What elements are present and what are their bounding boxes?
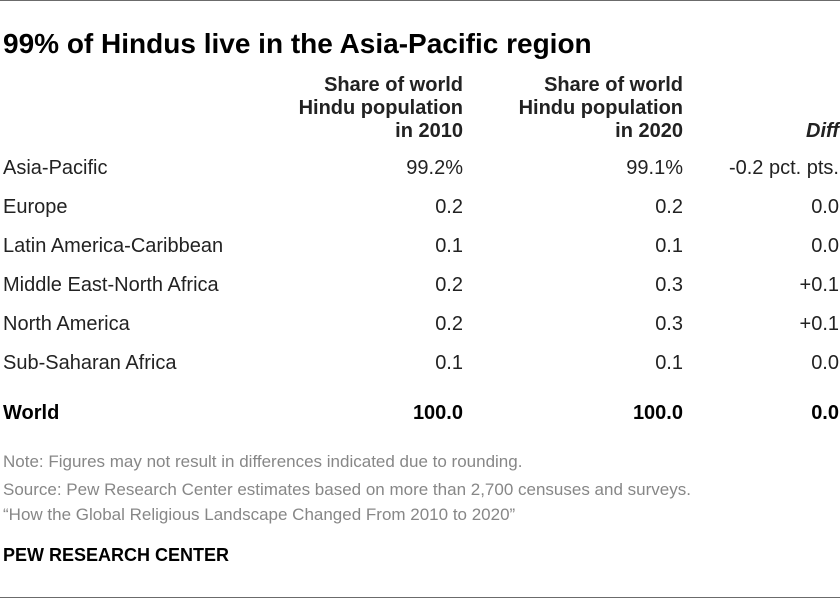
column-header-share-2010: Share of world Hindu population in 2010 [298,74,463,142]
row-label: North America [3,313,130,335]
source-text: Source: Pew Research Center estimates ba… [3,480,691,499]
total-value-2020: 100.0 [632,402,683,424]
table-row: Middle East-North Africa 0.2 0.3 +0.1 [0,270,840,300]
value-diff: 0.0 [811,196,839,218]
value-2020: 0.2 [655,196,683,218]
value-2020: 0.1 [655,235,683,257]
row-label: Asia-Pacific [3,157,108,179]
bottom-rule [0,597,840,598]
value-2020: 0.3 [655,274,683,296]
note-text: Note: Figures may not result in differen… [3,452,523,471]
row-label: Latin America-Caribbean [3,235,224,257]
total-value-diff: 0.0 [811,402,839,424]
top-rule [0,0,840,1]
total-value-2010: 100.0 [412,402,463,424]
value-diff: +0.1 [799,274,839,296]
row-label: Sub-Saharan Africa [3,352,177,374]
table-row: Sub-Saharan Africa 0.1 0.1 0.0 [0,348,840,378]
total-label: World [3,402,60,424]
column-header-diff: Diff [806,120,839,142]
value-diff: 0.0 [811,352,839,374]
column-header-share-2020: Share of world Hindu population in 2020 [518,74,683,142]
value-2010: 0.2 [435,274,463,296]
row-label: Europe [3,196,68,218]
table-row: Latin America-Caribbean 0.1 0.1 0.0 [0,231,840,261]
total-row: World 100.0 100.0 0.0 [0,398,840,428]
value-2010: 0.1 [435,235,463,257]
value-2010: 99.2% [406,157,463,179]
value-diff: 0.0 [811,235,839,257]
table-row: Asia-Pacific 99.2% 99.1% -0.2 pct. pts. [0,153,840,183]
value-diff: -0.2 pct. pts. [728,157,839,179]
report-title-text: “How the Global Religious Landscape Chan… [3,505,516,524]
chart-title: 99% of Hindus live in the Asia-Pacific r… [3,28,592,59]
value-2020: 99.1% [626,157,683,179]
table-row: North America 0.2 0.3 +0.1 [0,309,840,339]
value-diff: +0.1 [799,313,839,335]
row-label: Middle East-North Africa [3,274,219,296]
value-2020: 0.3 [655,313,683,335]
table-row: Europe 0.2 0.2 0.0 [0,192,840,222]
pew-logo-text: PEW RESEARCH CENTER [3,545,230,565]
value-2010: 0.2 [435,196,463,218]
value-2020: 0.1 [655,352,683,374]
value-2010: 0.2 [435,313,463,335]
value-2010: 0.1 [435,352,463,374]
